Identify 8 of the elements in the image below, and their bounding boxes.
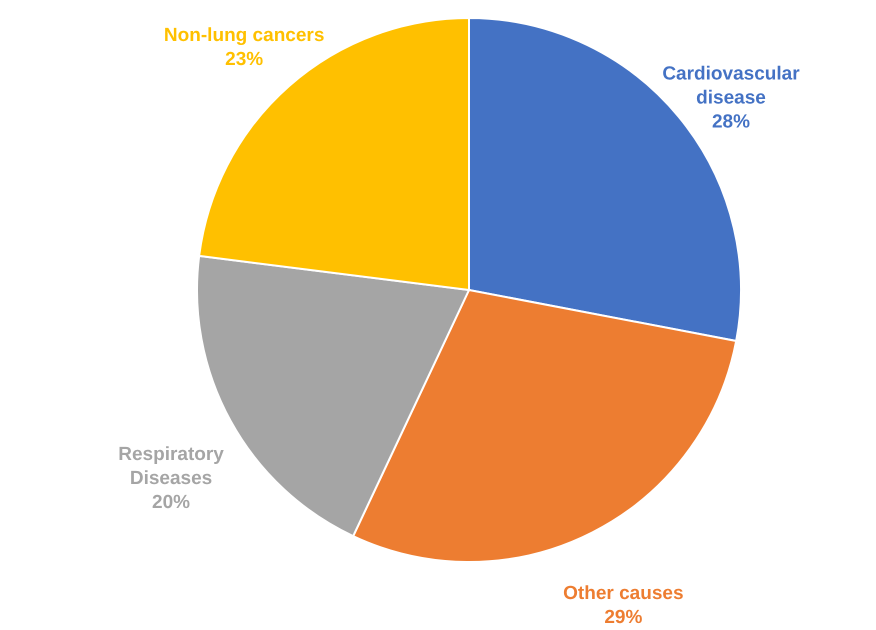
data-label: 28% [712, 111, 750, 132]
slice-label: Respiratory Diseases [118, 444, 224, 489]
data-label: 23% [225, 48, 264, 70]
slice-label: Non-lung cancers [164, 24, 324, 46]
data-label: 29% [604, 606, 642, 628]
slice-label: Other causes [563, 582, 684, 604]
slice-label: Cardiovascular disease [662, 63, 800, 108]
data-label: 20% [152, 492, 190, 513]
